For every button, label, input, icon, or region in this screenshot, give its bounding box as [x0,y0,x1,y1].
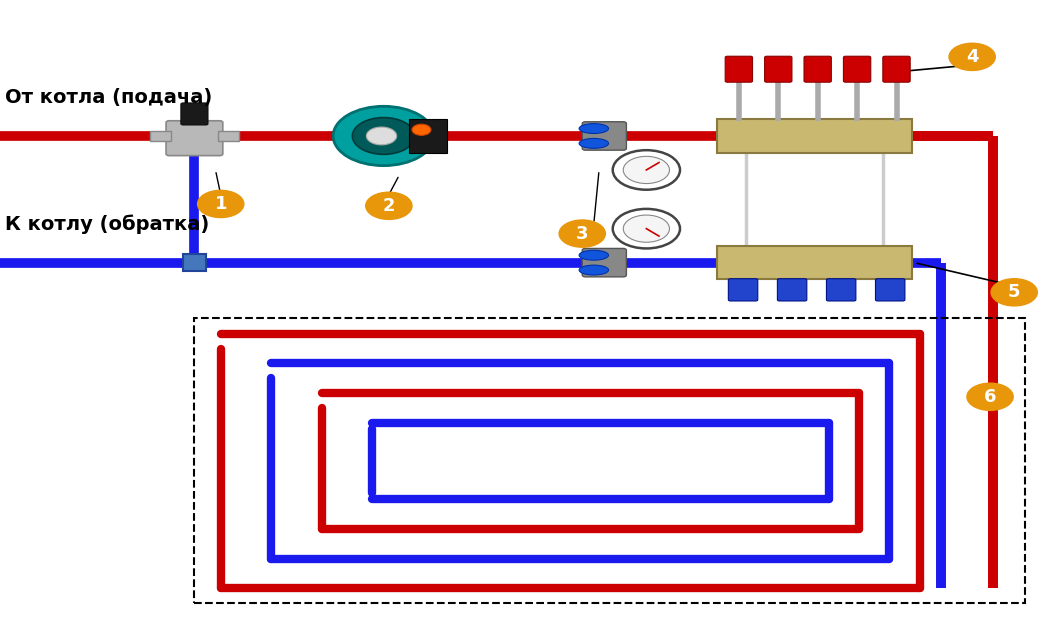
FancyBboxPatch shape [218,131,239,141]
Circle shape [991,279,1037,306]
FancyBboxPatch shape [826,279,856,301]
Text: К котлу (обратка): К котлу (обратка) [5,214,209,234]
Circle shape [198,190,244,218]
FancyBboxPatch shape [765,56,792,82]
FancyBboxPatch shape [883,56,910,82]
FancyBboxPatch shape [582,248,626,277]
Circle shape [613,209,680,248]
FancyBboxPatch shape [582,122,626,150]
Circle shape [949,43,995,70]
FancyBboxPatch shape [181,103,208,125]
Circle shape [333,106,434,166]
Text: 3: 3 [576,224,589,243]
FancyBboxPatch shape [717,246,912,279]
FancyBboxPatch shape [725,56,753,82]
Circle shape [366,192,412,219]
Circle shape [367,127,396,145]
FancyBboxPatch shape [843,56,870,82]
FancyBboxPatch shape [183,254,206,271]
Ellipse shape [579,250,609,260]
FancyBboxPatch shape [728,279,758,301]
Circle shape [352,117,415,154]
Text: 4: 4 [966,48,978,66]
Text: 2: 2 [383,197,395,215]
Ellipse shape [579,138,609,148]
Circle shape [967,383,1013,410]
Ellipse shape [579,265,609,275]
FancyBboxPatch shape [875,279,905,301]
FancyBboxPatch shape [804,56,831,82]
FancyBboxPatch shape [409,119,447,153]
FancyBboxPatch shape [778,279,807,301]
FancyBboxPatch shape [717,119,912,153]
FancyBboxPatch shape [150,131,171,141]
Ellipse shape [579,124,609,133]
FancyBboxPatch shape [166,121,223,156]
Text: 1: 1 [214,195,227,213]
Circle shape [613,150,680,190]
Circle shape [623,215,669,242]
Text: От котла (подача): От котла (подача) [5,88,212,107]
Circle shape [559,220,605,247]
Text: 6: 6 [984,387,996,406]
Text: 5: 5 [1008,283,1021,302]
Circle shape [412,124,431,135]
Circle shape [623,156,669,184]
